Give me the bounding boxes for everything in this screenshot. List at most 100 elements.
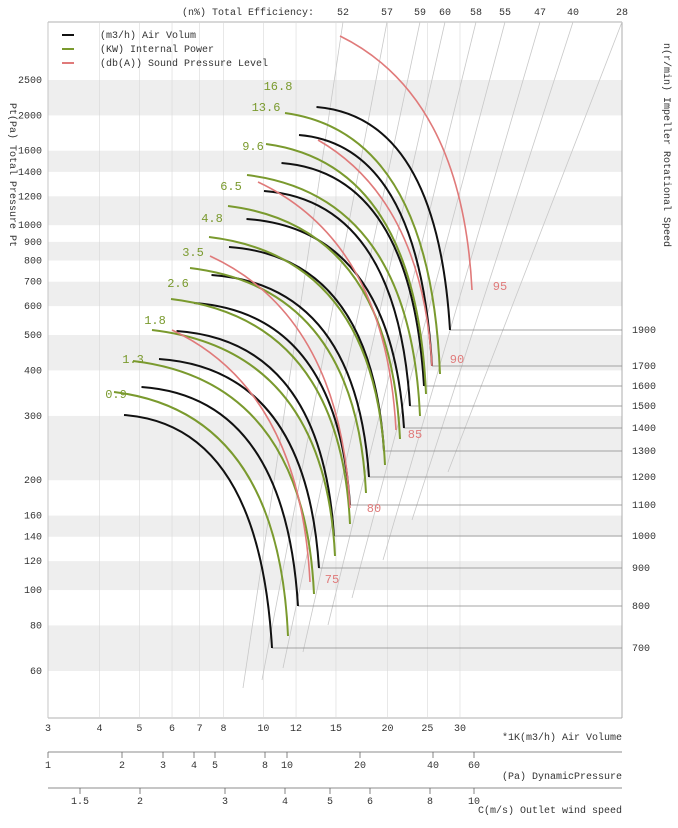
- y-tick-label: 300: [24, 412, 42, 423]
- y-tick-label: 140: [24, 533, 42, 544]
- efficiency-ray: [261, 21, 388, 681]
- dynamic-pressure-title: (Pa) DynamicPressure: [502, 771, 622, 783]
- air-volume-tick: 4: [96, 724, 102, 735]
- dynamic-pressure-tick: 40: [427, 761, 439, 772]
- y-tick-label: 1200: [18, 192, 42, 203]
- speed-label: 1900: [632, 326, 656, 337]
- power-curve: [170, 298, 351, 525]
- power-curve: [151, 329, 336, 557]
- sound-label: 85: [408, 428, 422, 442]
- speed-label: 800: [632, 602, 650, 613]
- y-tick-label: 600: [24, 302, 42, 313]
- sound-label: 95: [493, 280, 507, 294]
- dynamic-pressure-tick: 5: [212, 761, 218, 772]
- efficiency-label: 55: [499, 8, 511, 19]
- y-tick-label: 2500: [18, 76, 42, 87]
- air-volume-tick: 6: [169, 724, 175, 735]
- efficiency-label: 58: [470, 8, 482, 19]
- power-curve: [132, 360, 315, 595]
- efficiency-ray: [242, 21, 344, 689]
- y-tick-label: 200: [24, 476, 42, 487]
- air-volume-title: *1K(m3/h) Air Volume: [502, 732, 622, 744]
- air-volume-tick: 20: [381, 724, 393, 735]
- sound-label: 90: [450, 353, 464, 367]
- speed-label: 1600: [632, 382, 656, 393]
- power-label: 13.6: [252, 101, 281, 115]
- power-curve: [227, 205, 401, 440]
- efficiency-ray: [411, 21, 574, 521]
- y-tick-label: 80: [30, 621, 42, 632]
- efficiency-label: 60: [439, 8, 451, 19]
- air-volume-tick: 30: [454, 724, 466, 735]
- wind-speed-title: C(m/s) Outlet wind speed: [478, 805, 622, 817]
- power-label: 16.8: [264, 80, 293, 94]
- efficiency-label: 52: [337, 8, 349, 19]
- grid-band: [48, 515, 622, 537]
- efficiency-rays: [242, 21, 623, 689]
- power-label: 9.6: [242, 140, 264, 154]
- power-label: 0.9: [105, 388, 127, 402]
- speed-label: 900: [632, 564, 650, 575]
- efficiency-ray: [447, 21, 623, 473]
- power-curve: [113, 391, 289, 637]
- power-label: 3.5: [182, 246, 204, 260]
- air-volume-tick: 10: [257, 724, 269, 735]
- power-curve: [246, 174, 421, 417]
- air-volume-curve: [281, 162, 425, 387]
- air-volume-curve: [158, 358, 320, 569]
- y-axis-title: Pt(Pa) Total Pressure Pt: [6, 103, 18, 247]
- air-volume-curve: [176, 330, 335, 537]
- efficiency-ray: [282, 21, 421, 669]
- y-tick-label: 800: [24, 257, 42, 268]
- sound-curve: [171, 329, 311, 583]
- air-volume-curve: [211, 274, 370, 478]
- speed-label: 1200: [632, 473, 656, 484]
- wind-speed-tick: 10: [468, 797, 480, 808]
- grid-band: [48, 335, 622, 371]
- power-curve: [189, 267, 367, 494]
- dynamic-pressure-tick: 3: [160, 761, 166, 772]
- y-tick-label: 1400: [18, 168, 42, 179]
- grid-band: [48, 196, 622, 226]
- power-label: 4.8: [201, 212, 223, 226]
- grid-band: [48, 561, 622, 591]
- dynamic-pressure-tick: 2: [119, 761, 125, 772]
- dynamic-pressure-tick: 20: [354, 761, 366, 772]
- legend-label: (KW) Internal Power: [100, 44, 214, 56]
- speed-leaders: [272, 329, 622, 649]
- wind-speed-tick: 1.5: [71, 797, 89, 808]
- sound-curve: [317, 139, 433, 367]
- speed-label: 1400: [632, 424, 656, 435]
- power-label: 2.6: [167, 277, 189, 291]
- power-label: 1.8: [144, 314, 166, 328]
- y-tick-label: 1600: [18, 147, 42, 158]
- air-volume-curve: [123, 414, 273, 649]
- sound-label: 75: [325, 573, 339, 587]
- y-tick-label: 100: [24, 586, 42, 597]
- efficiency-title: (n%) Total Efficiency:: [182, 7, 314, 19]
- sound-curve: [257, 181, 397, 431]
- air-volume-curve: [298, 134, 433, 367]
- y-tick-label: 2000: [18, 111, 42, 122]
- legend-label: (m3/h) Air Volum: [100, 30, 196, 42]
- dynamic-pressure-tick: 4: [191, 761, 197, 772]
- y-tick-label: 60: [30, 667, 42, 678]
- efficiency-ray: [382, 21, 541, 561]
- speed-axis-title: n(r/min) Impeller Rotational Speed: [660, 43, 672, 247]
- grid-band: [48, 415, 622, 481]
- efficiency-label: 57: [381, 8, 393, 19]
- y-tick-label: 900: [24, 238, 42, 249]
- dynamic-pressure-tick: 1: [45, 761, 51, 772]
- sound-label: 80: [367, 502, 381, 516]
- air-volume-curve: [263, 190, 411, 407]
- wind-speed-tick: 4: [282, 797, 288, 808]
- dynamic-pressure-tick: 10: [281, 761, 293, 772]
- wind-speed-tick: 2: [137, 797, 143, 808]
- power-label: 6.5: [220, 180, 242, 194]
- fan-curves: [113, 35, 473, 649]
- air-volume-tick: 12: [290, 724, 302, 735]
- dynamic-pressure-tick: 8: [262, 761, 268, 772]
- power-curve: [284, 112, 441, 375]
